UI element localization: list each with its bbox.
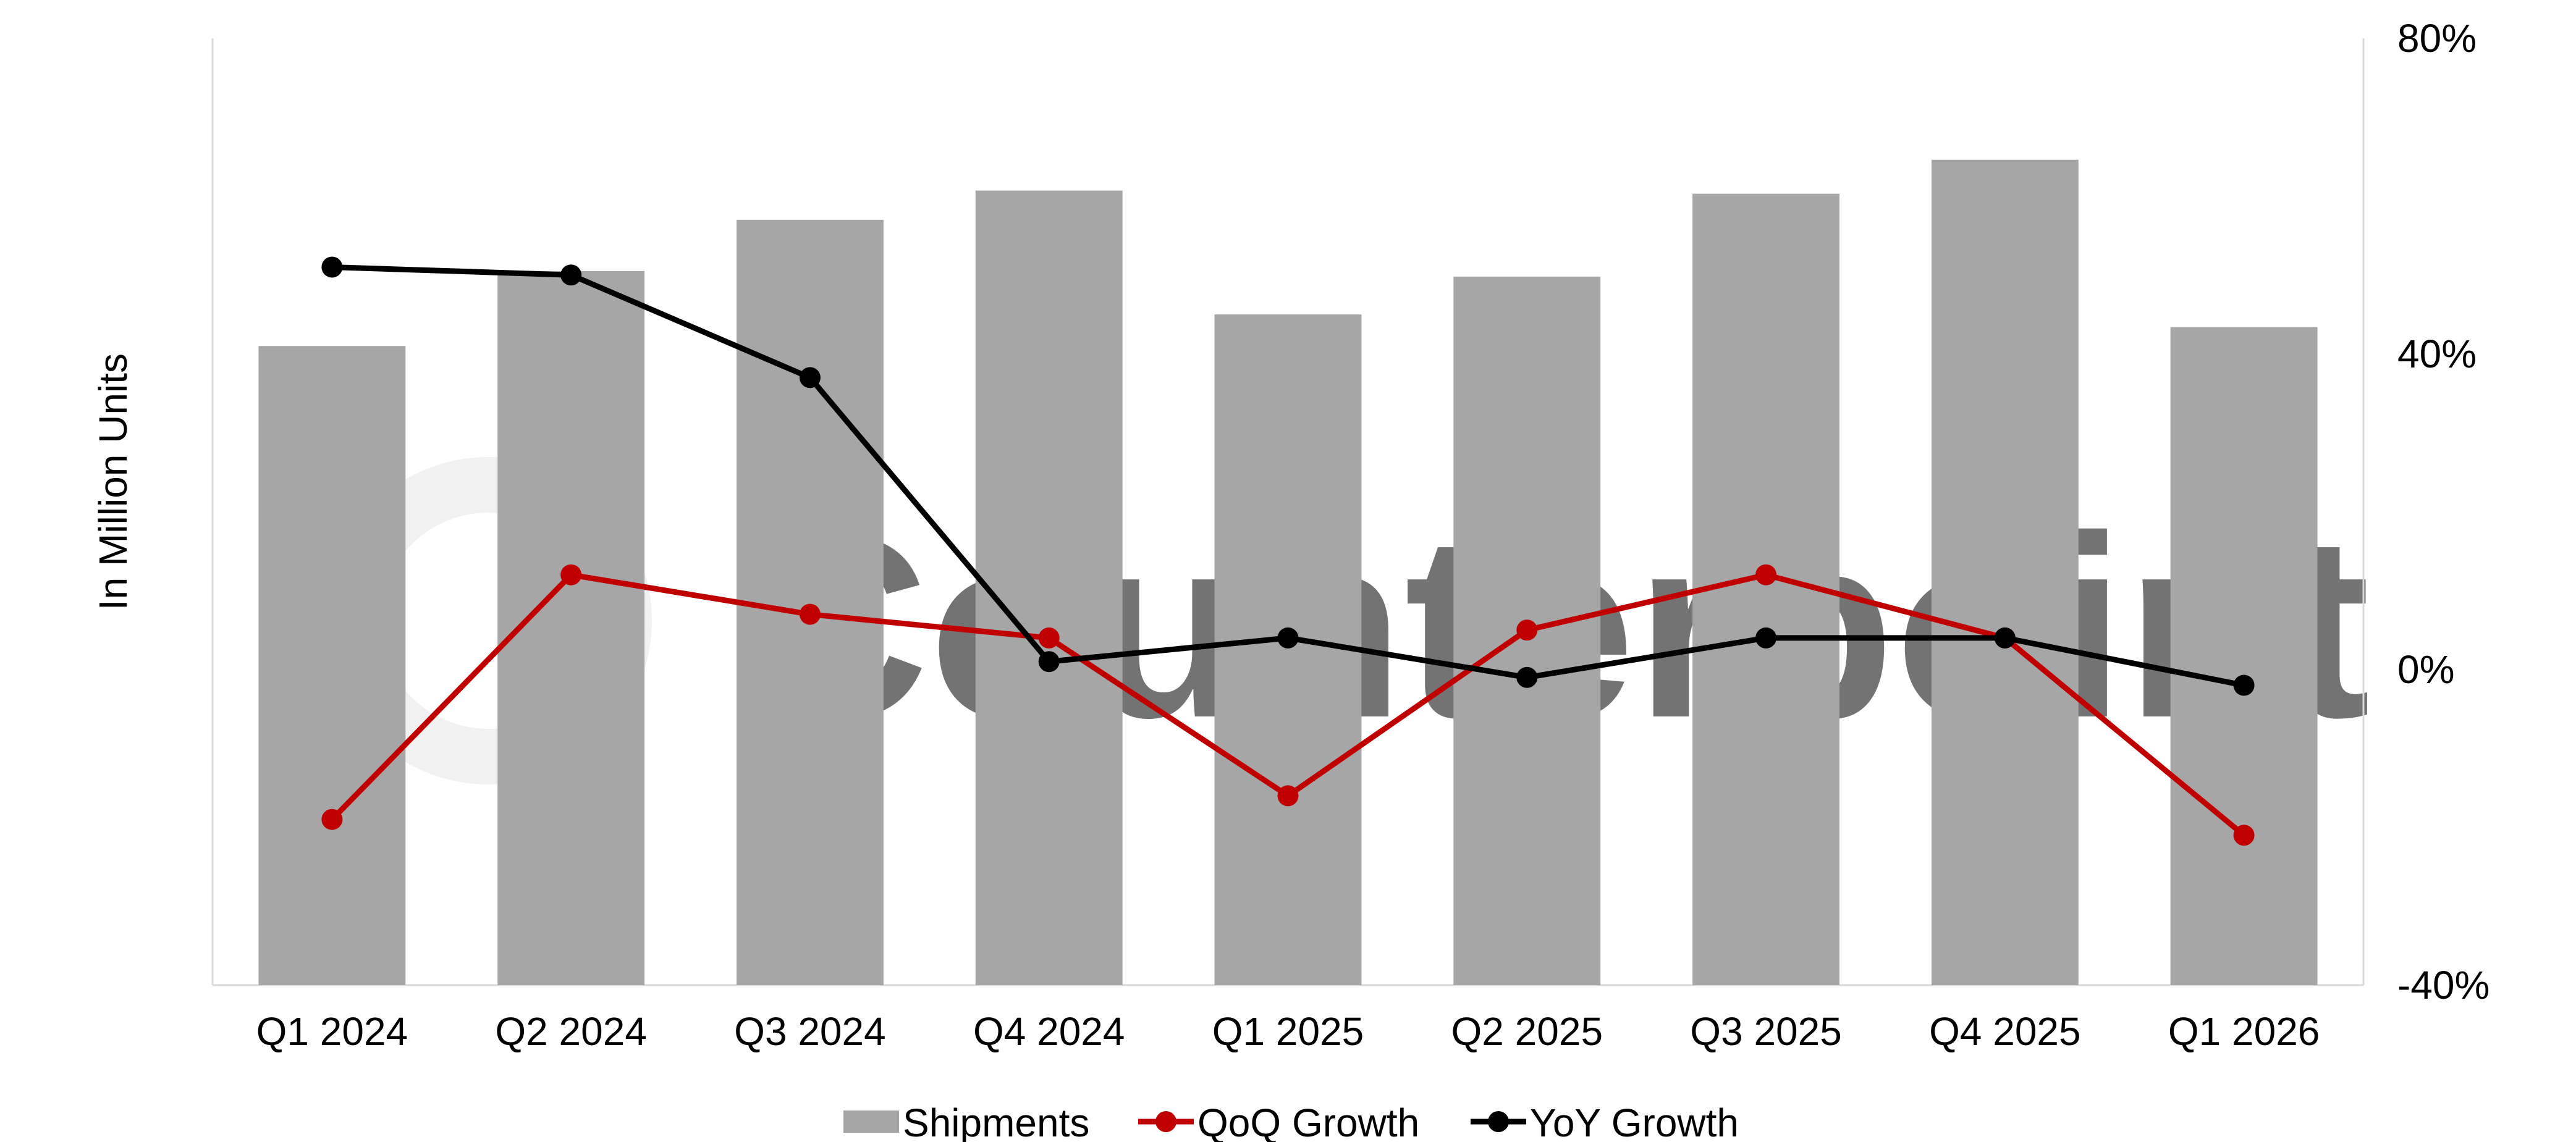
point-qoq-growth-q2-2024 bbox=[560, 564, 582, 586]
legend-item-yoy-growth: YoY Growth bbox=[1471, 1101, 1739, 1142]
y-right-tick-label-0: 0% bbox=[2397, 647, 2455, 692]
x-tick-label-q3-2024: Q3 2024 bbox=[734, 1009, 886, 1054]
point-qoq-growth-q3-2025 bbox=[1755, 564, 1777, 586]
point-qoq-growth-q4-2024 bbox=[1038, 627, 1060, 649]
legend: Shipments QoQ Growth YoY Growth bbox=[843, 1101, 1739, 1142]
legend-label-qoq-growth: QoQ Growth bbox=[1197, 1101, 1419, 1142]
legend-label-yoy-growth: YoY Growth bbox=[1530, 1101, 1739, 1142]
bar-shipments-q1-2025 bbox=[1214, 314, 1362, 985]
point-qoq-growth-q2-2025 bbox=[1516, 619, 1538, 641]
bar-shipments-q3-2024 bbox=[737, 219, 884, 986]
x-tick-label-q3-2025: Q3 2025 bbox=[1690, 1009, 1842, 1054]
x-tick-label-q1-2025: Q1 2025 bbox=[1212, 1009, 1364, 1054]
line-series-yoy-growth bbox=[321, 256, 2255, 696]
x-tick-label-q1-2024: Q1 2024 bbox=[256, 1009, 408, 1054]
point-qoq-growth-q1-2026 bbox=[2233, 825, 2255, 846]
point-yoy-growth-q4-2025 bbox=[1994, 627, 2016, 649]
line-series bbox=[321, 256, 2255, 846]
legend-label-shipments: Shipments bbox=[903, 1101, 1089, 1142]
point-yoy-growth-q3-2024 bbox=[799, 367, 821, 388]
bar-shipments-q1-2024 bbox=[258, 346, 406, 985]
x-axis-tick-labels: Q1 2024 Q2 2024 Q3 2024 Q4 2024 Q1 2025 Q2 20… bbox=[256, 1009, 2320, 1054]
point-yoy-growth-q1-2026 bbox=[2233, 674, 2255, 696]
point-qoq-growth-q1-2024 bbox=[321, 808, 343, 830]
bar-shipments-q4-2024 bbox=[975, 190, 1123, 985]
bar-series-shipments bbox=[258, 159, 2318, 986]
x-tick-label-q2-2025: Q2 2025 bbox=[1451, 1009, 1603, 1054]
point-qoq-growth-q1-2025 bbox=[1277, 785, 1299, 807]
line-series-qoq-growth bbox=[321, 564, 2255, 846]
legend-swatch-marker-yoy-growth bbox=[1488, 1111, 1509, 1132]
y-right-tick-label-40: -40% bbox=[2397, 963, 2489, 1007]
legend-item-shipments: Shipments bbox=[843, 1101, 1089, 1142]
x-tick-label-q4-2025: Q4 2025 bbox=[1929, 1009, 2081, 1054]
legend-swatch-marker-qoq-growth bbox=[1155, 1111, 1176, 1132]
bar-shipments-q1-2026 bbox=[2170, 327, 2318, 986]
legend-swatch-shipments bbox=[843, 1111, 899, 1133]
legend-item-qoq-growth: QoQ Growth bbox=[1138, 1101, 1419, 1142]
point-yoy-growth-q4-2024 bbox=[1038, 651, 1060, 673]
x-tick-label-q1-2026: Q1 2026 bbox=[2168, 1009, 2320, 1054]
point-qoq-growth-q3-2024 bbox=[799, 603, 821, 625]
x-tick-label-q2-2024: Q2 2024 bbox=[495, 1009, 647, 1054]
point-yoy-growth-q1-2024 bbox=[321, 256, 343, 278]
y-right-tick-label-40: 40% bbox=[2397, 332, 2477, 376]
y-axis-title: In Million Units bbox=[91, 353, 135, 610]
point-yoy-growth-q2-2024 bbox=[560, 264, 582, 286]
point-yoy-growth-q1-2025 bbox=[1277, 627, 1299, 649]
y-right-tick-label-80: 80% bbox=[2397, 16, 2477, 61]
bar-shipments-q4-2025 bbox=[1931, 159, 2079, 985]
point-yoy-growth-q3-2025 bbox=[1755, 627, 1777, 649]
point-yoy-growth-q2-2025 bbox=[1516, 666, 1538, 688]
y-axis-right-tick-labels: 80% 40% 0% -40% bbox=[2397, 16, 2489, 1007]
x-tick-label-q4-2024: Q4 2024 bbox=[973, 1009, 1125, 1054]
